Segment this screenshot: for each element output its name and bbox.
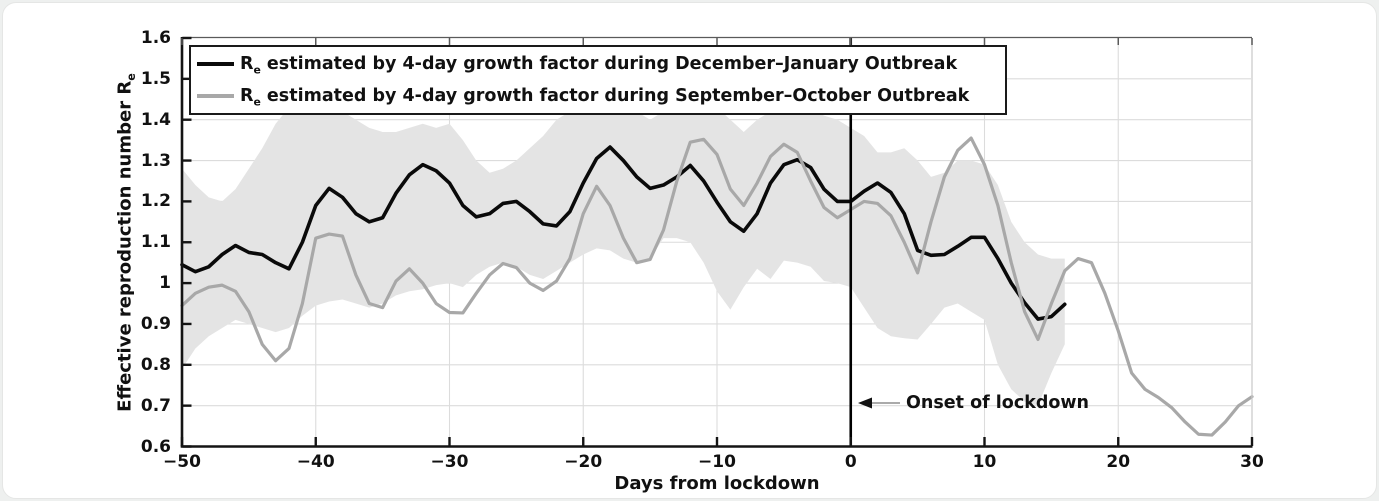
series-line-sep-oct xyxy=(180,136,1254,437)
y-tick-label: 0.6 xyxy=(140,436,171,457)
y-tick-label: 1.4 xyxy=(140,109,171,130)
y-tick-label: 0.7 xyxy=(140,395,171,416)
x-tick-label: −20 xyxy=(564,452,603,472)
y-tick-label: 0.9 xyxy=(140,313,171,334)
legend-label-sep-oct: Re estimated by 4-day growth factor duri… xyxy=(240,86,970,109)
y-tick-label: 1.2 xyxy=(140,191,171,212)
x-axis-label: Days from lockdown xyxy=(614,473,820,494)
x-tick-label: −30 xyxy=(430,452,469,472)
legend-row-sep-oct: Re estimated by 4-day growth factor duri… xyxy=(197,81,1005,112)
legend-label-dec-jan: Re estimated by 4-day growth factor duri… xyxy=(240,53,958,77)
x-tick-label: −40 xyxy=(296,452,335,472)
y-tick-label: 1 xyxy=(159,273,171,294)
y-tick-label: 1.6 xyxy=(140,28,171,48)
y-tick-label: 1.5 xyxy=(140,68,171,89)
y-tick-label: 1.3 xyxy=(140,150,171,171)
dec-jan-line-swatch-icon xyxy=(197,61,234,66)
series-line-dec-jan xyxy=(180,145,1067,321)
y-tick-label: 0.8 xyxy=(140,354,171,375)
y-tick-label: 1.1 xyxy=(140,232,171,253)
x-tick-label: −10 xyxy=(698,452,736,472)
x-tick-label: 30 xyxy=(1240,452,1264,472)
onset-of-lockdown-annotation: Onset of lockdown xyxy=(906,393,1090,413)
x-tick-label: 0 xyxy=(844,452,857,472)
x-tick-label: 20 xyxy=(1106,452,1131,472)
legend: Re estimated by 4-day growth factor duri… xyxy=(189,45,1007,115)
confidence-band xyxy=(182,95,1065,406)
onset-arrow-head-icon xyxy=(858,397,872,409)
x-tick-label: 10 xyxy=(972,452,997,472)
sep-oct-line-swatch-icon xyxy=(197,94,234,99)
legend-row-dec-jan: Re estimated by 4-day growth factor duri… xyxy=(197,48,1005,79)
x-tick-label: −50 xyxy=(163,452,201,472)
